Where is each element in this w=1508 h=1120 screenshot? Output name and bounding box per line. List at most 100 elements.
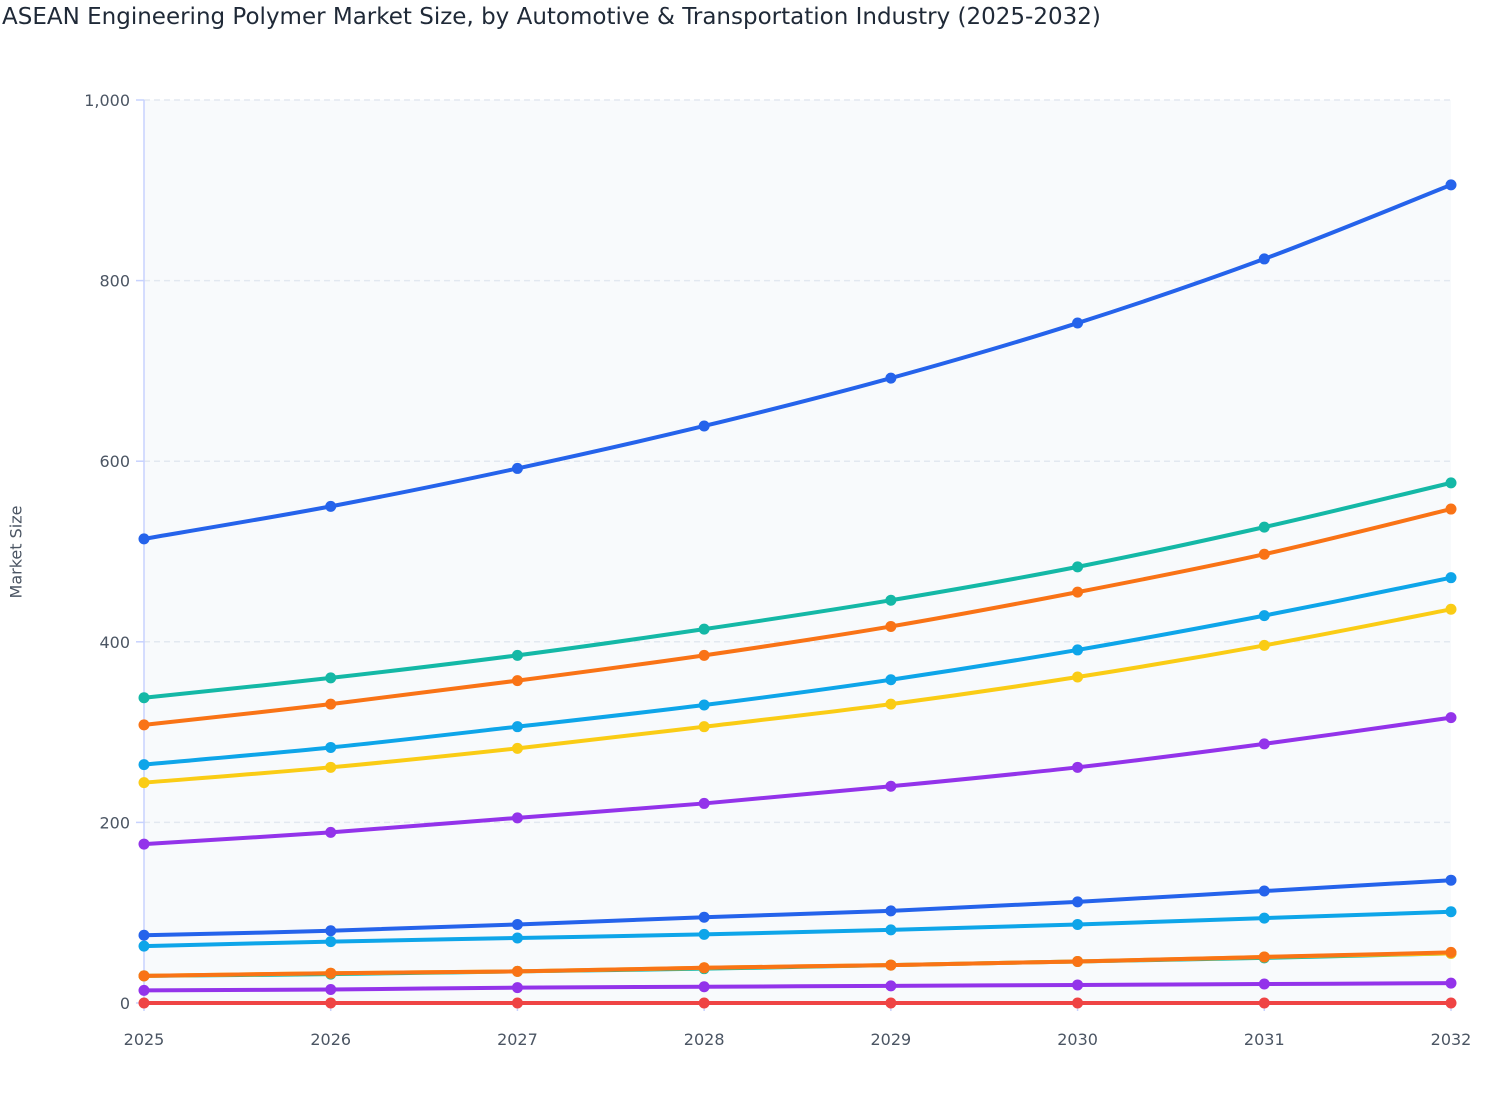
data-point (698, 981, 710, 993)
y-tick-label: 600 (99, 452, 130, 471)
data-point (325, 500, 337, 512)
x-tick-label: 2028 (684, 1030, 725, 1049)
data-point (885, 997, 897, 1009)
x-tick-label: 2030 (1057, 1030, 1098, 1049)
data-point (138, 533, 150, 545)
x-tick-label: 2026 (310, 1030, 351, 1049)
data-point (138, 940, 150, 952)
data-point (885, 980, 897, 992)
data-point (1445, 874, 1457, 886)
data-point (138, 692, 150, 704)
data-point (138, 997, 150, 1009)
data-point (325, 826, 337, 838)
y-tick-label: 0 (120, 994, 130, 1013)
data-point (138, 929, 150, 941)
series-line-2 (142, 507, 1453, 727)
data-point (1072, 979, 1084, 991)
x-tick-label: 2031 (1244, 1030, 1285, 1049)
data-point (885, 594, 897, 606)
data-point (885, 620, 897, 632)
series-line-0 (142, 182, 1453, 541)
data-point (1445, 977, 1457, 989)
data-point (1258, 639, 1270, 651)
data-point (511, 918, 523, 930)
series-line-5 (142, 715, 1453, 847)
data-point (325, 936, 337, 948)
data-point (1445, 179, 1457, 191)
data-point (1072, 561, 1084, 573)
chart-title: ASEAN Engineering Polymer Market Size, b… (2, 4, 1101, 30)
data-point (1445, 603, 1457, 615)
data-point (698, 649, 710, 661)
x-tick-label: 2029 (870, 1030, 911, 1049)
data-point (885, 674, 897, 686)
data-point (511, 932, 523, 944)
series-line-10 (142, 950, 1453, 978)
data-point (511, 982, 523, 994)
data-point (1445, 572, 1457, 584)
data-point (511, 965, 523, 977)
data-point (1445, 906, 1457, 918)
x-tick-label: 2032 (1431, 1030, 1472, 1049)
data-point (1258, 885, 1270, 897)
y-tick-label: 400 (99, 633, 130, 652)
data-point (325, 925, 337, 937)
data-point (1072, 586, 1084, 598)
data-point (138, 838, 150, 850)
data-point (1258, 978, 1270, 990)
data-point (885, 905, 897, 917)
data-point (1072, 761, 1084, 773)
series-line-4 (142, 607, 1453, 785)
data-point (1445, 477, 1457, 489)
data-point (885, 372, 897, 384)
series-line-3 (142, 575, 1453, 767)
data-point (1072, 644, 1084, 656)
data-point (1072, 997, 1084, 1009)
series-line-1 (142, 480, 1453, 700)
data-point (1258, 610, 1270, 622)
data-point (511, 742, 523, 754)
data-point (138, 970, 150, 982)
data-point (1258, 253, 1270, 265)
data-point (698, 911, 710, 923)
data-point (138, 984, 150, 996)
data-point (1258, 548, 1270, 560)
data-point (1258, 521, 1270, 533)
data-point (1072, 918, 1084, 930)
data-point (511, 721, 523, 733)
data-point (138, 719, 150, 731)
data-point (325, 967, 337, 979)
data-point (1072, 896, 1084, 908)
data-point (698, 797, 710, 809)
data-point (1258, 997, 1270, 1009)
data-point (325, 983, 337, 995)
data-point (325, 741, 337, 753)
data-point (1072, 671, 1084, 683)
series-line-7 (142, 909, 1453, 949)
data-point (325, 698, 337, 710)
data-point (885, 780, 897, 792)
series-line-6 (142, 878, 1453, 938)
series-line-11 (142, 981, 1453, 993)
y-tick-label: 800 (99, 272, 130, 291)
data-point (325, 672, 337, 684)
data-point (511, 997, 523, 1009)
data-point (511, 649, 523, 661)
data-point (885, 924, 897, 936)
data-point (1445, 712, 1457, 724)
plot-background (144, 100, 1451, 1003)
data-point (325, 761, 337, 773)
data-point (1258, 951, 1270, 963)
data-point (138, 777, 150, 789)
data-point (325, 997, 337, 1009)
data-point (885, 959, 897, 971)
data-point (138, 759, 150, 771)
data-point (1445, 503, 1457, 515)
data-point (698, 623, 710, 635)
y-tick-label: 1,000 (84, 91, 130, 110)
data-point (1258, 912, 1270, 924)
x-tick-label: 2027 (497, 1030, 538, 1049)
data-point (511, 812, 523, 824)
data-point (511, 462, 523, 474)
